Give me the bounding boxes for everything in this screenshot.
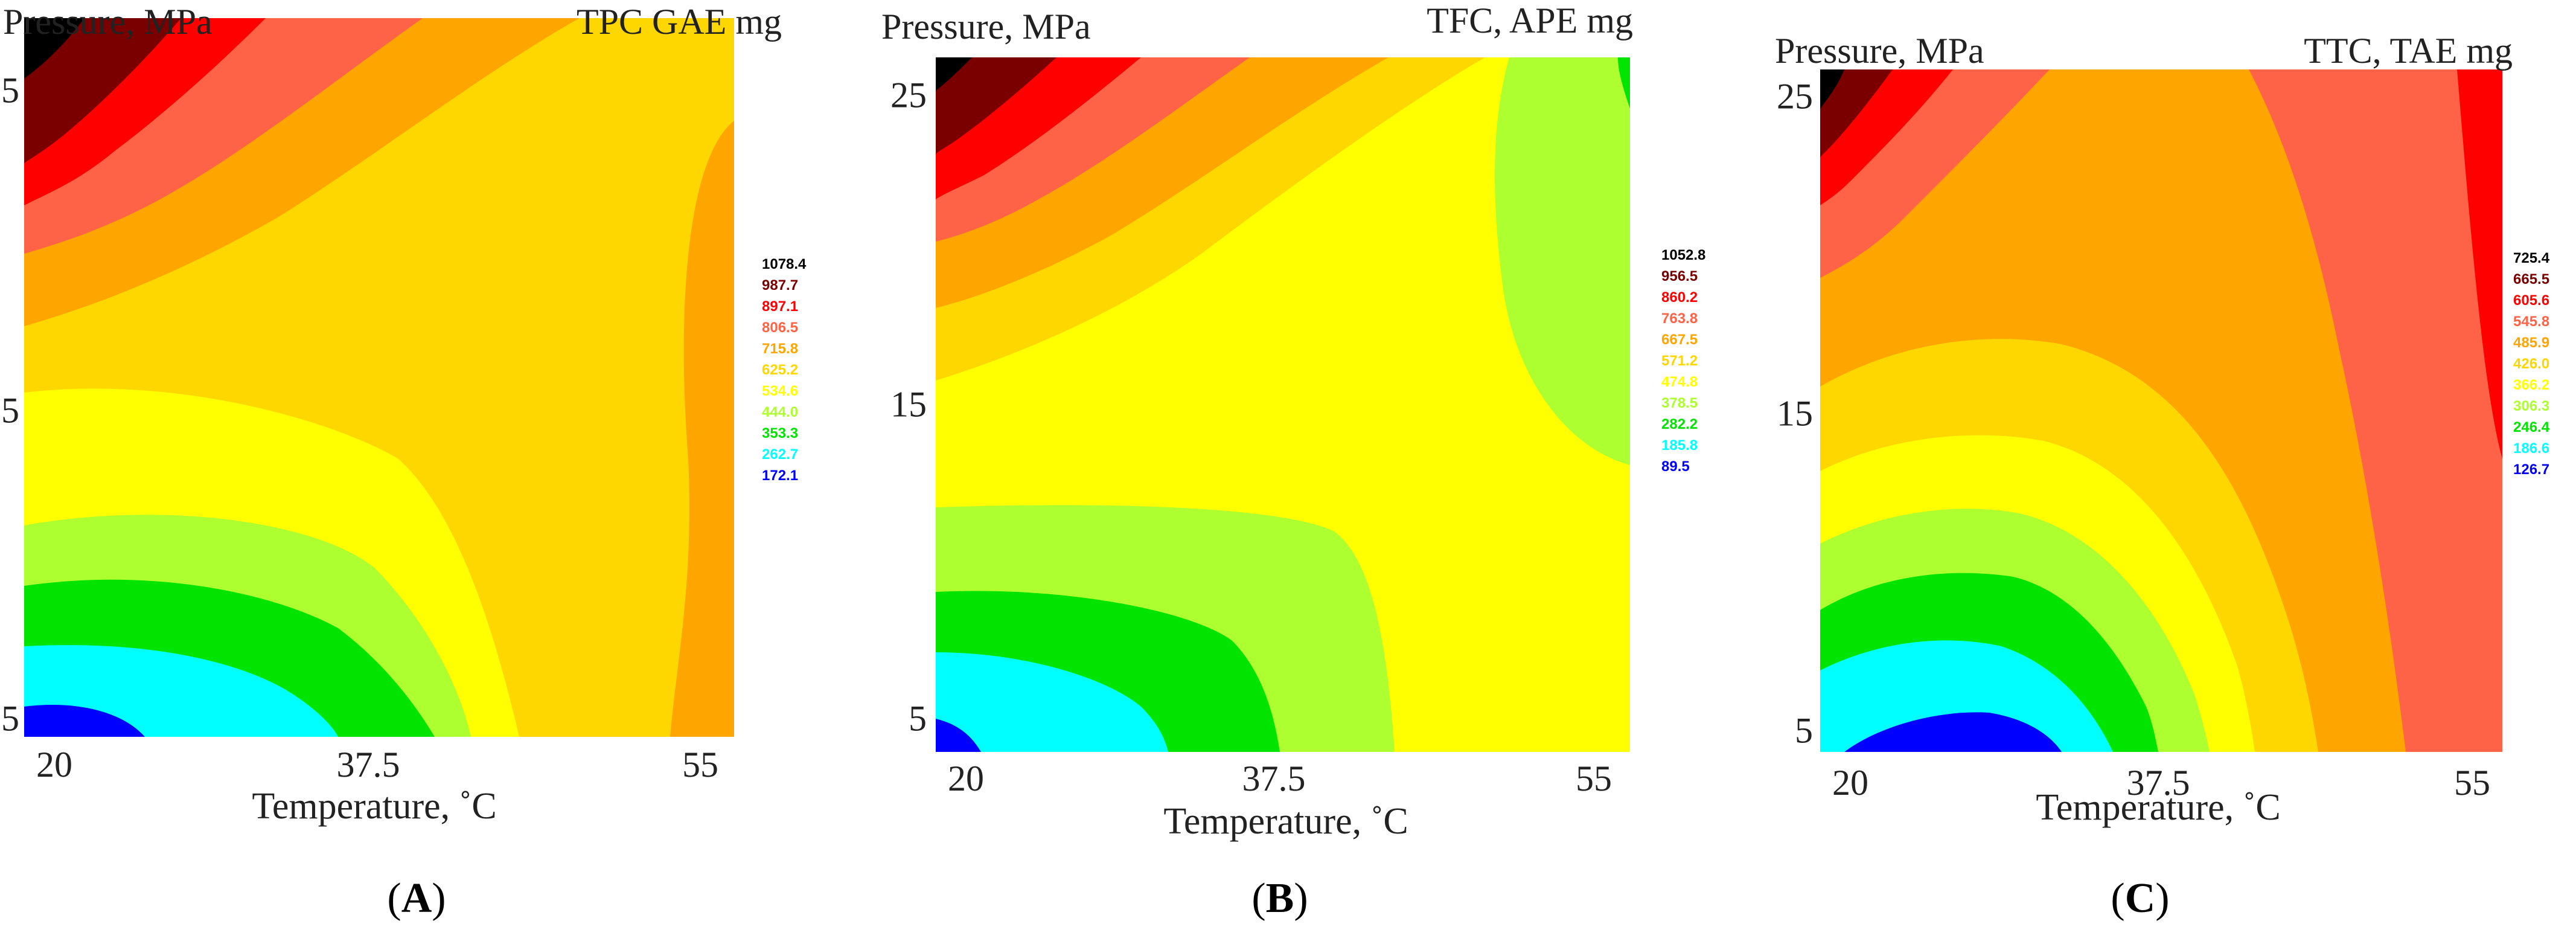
- y-tick-label: 15: [890, 384, 927, 425]
- contour-region: [936, 652, 1168, 752]
- chart-title: TTC, TAE mg: [2304, 31, 2513, 71]
- x-tick-label: 20: [36, 745, 72, 785]
- legend-level-label: 474.8: [1661, 374, 1698, 390]
- contour-plot-b: [936, 57, 1630, 752]
- contour-region: [1618, 57, 1630, 109]
- legend-level-label: 186.6: [2513, 440, 2550, 457]
- y-tick-label: 15: [1777, 393, 1813, 434]
- contour-legend: 1052.8 956.5 860.2 763.8 667.5 571.2 474.8 378.…: [1661, 245, 1705, 477]
- legend-level-label: 126.7: [2513, 461, 2550, 478]
- x-tick-label: 37.5: [2126, 763, 2190, 803]
- legend-level-label: 444.0: [762, 404, 799, 420]
- legend-level-label: 353.3: [762, 425, 799, 441]
- legend-level-label: 665.5: [2513, 271, 2550, 287]
- contour-panel-c: Pressure, MPa TTC, TAE mg 25 15 5 20 37.…: [1724, 0, 2576, 947]
- panel-label-letter: B: [1265, 875, 1294, 922]
- x-axis-label: Temperature, ˚C: [2036, 787, 2281, 828]
- legend-level-label: 172.1: [762, 467, 799, 484]
- legend-level-label: 1052.8: [1661, 247, 1706, 263]
- contour-region: [936, 57, 972, 91]
- legend-level-label: 366.2: [2513, 377, 2550, 393]
- contour-legend: 1078.4 987.7 897.1 806.5 715.8 625.2 534.6 444.…: [762, 254, 806, 486]
- y-tick-label: 25: [1777, 76, 1813, 117]
- legend-level-label: 426.0: [2513, 356, 2550, 372]
- contour-region: [936, 719, 981, 752]
- legend-level-label: 262.7: [762, 446, 799, 463]
- contour-legend: 725.4 665.5 605.6 545.8 485.9 426.0 366.2 306.3…: [2513, 248, 2549, 480]
- legend-level-label: 89.5: [1661, 458, 1690, 475]
- x-tick-label: 37.5: [1242, 759, 1306, 798]
- legend-level-label: 667.5: [1661, 332, 1698, 348]
- legend-level-label: 571.2: [1661, 353, 1698, 369]
- x-axis-label: Temperature, ˚C: [1163, 801, 1408, 842]
- legend-level-label: 715.8: [762, 341, 799, 357]
- legend-level-label: 806.5: [762, 319, 799, 336]
- legend-level-label: 956.5: [1661, 268, 1698, 284]
- legend-level-label: 185.8: [1661, 437, 1698, 454]
- y-tick-label: 25: [890, 75, 927, 115]
- contour-region: [24, 18, 181, 163]
- legend-level-label: 763.8: [1661, 310, 1698, 327]
- legend-level-label: 246.4: [2513, 419, 2550, 435]
- contour-fill-a: [24, 18, 734, 737]
- chart-title: TFC, APE mg: [1427, 1, 1633, 40]
- legend-level-label: 725.4: [2513, 250, 2550, 266]
- contour-panel-a: Pressure, MPa TPC GAE mg 25 15 5 20 37.5…: [0, 0, 857, 947]
- x-axis-label: Temperature, ˚C: [252, 786, 497, 827]
- y-axis-label: Pressure, MPa: [1775, 31, 1984, 71]
- legend-level-label: 545.8: [2513, 313, 2550, 330]
- legend-level-label: 625.2: [762, 362, 799, 378]
- legend-level-label: 306.3: [2513, 398, 2550, 414]
- y-tick-label: 5: [1, 698, 19, 739]
- panel-label-letter: A: [401, 875, 432, 922]
- legend-level-label: 534.6: [762, 383, 799, 399]
- y-axis-label: Pressure, MPa: [881, 7, 1091, 47]
- legend-level-label: 897.1: [762, 298, 799, 315]
- contour-panel-b: Pressure, MPa TFC, APE mg 25 15 5 20 37.…: [863, 0, 1721, 947]
- legend-level-label: 378.5: [1661, 395, 1698, 411]
- legend-level-label: 485.9: [2513, 335, 2550, 351]
- panel-label: (A): [387, 875, 446, 922]
- x-tick-label: 55: [2454, 763, 2490, 803]
- x-tick-label: 20: [1832, 763, 1868, 803]
- contour-fill-b: [936, 57, 1630, 752]
- y-axis-label: Pressure, MPa: [3, 2, 213, 42]
- contour-region: [2249, 69, 2502, 752]
- chart-title: TPC GAE mg: [576, 2, 782, 42]
- contour-region: [1419, 57, 1630, 465]
- y-tick-label: 5: [1795, 710, 1813, 751]
- contour-region: [1820, 69, 1893, 157]
- panel-label-letter: C: [2124, 875, 2156, 922]
- panel-label: (B): [1251, 875, 1308, 922]
- legend-level-label: 1078.4: [762, 256, 807, 272]
- panel-label: (C): [2111, 875, 2170, 922]
- contour-region: [1820, 69, 1844, 109]
- legend-level-label: 605.6: [2513, 292, 2550, 309]
- contour-region: [936, 57, 1056, 154]
- x-tick-label: 55: [682, 745, 718, 785]
- y-tick-label: 25: [0, 70, 19, 111]
- legend-level-label: 282.2: [1661, 416, 1698, 432]
- contour-fill-c: [1820, 69, 2502, 752]
- contour-region: [2457, 69, 2502, 459]
- contour-plot-c: [1820, 69, 2502, 752]
- x-tick-label: 37.5: [336, 745, 400, 785]
- y-tick-label: 5: [909, 698, 927, 739]
- contour-region: [24, 705, 145, 737]
- contour-plot-a: [24, 18, 734, 737]
- legend-level-label: 860.2: [1661, 289, 1698, 306]
- x-tick-label: 55: [1576, 759, 1612, 798]
- x-tick-label: 20: [948, 759, 984, 798]
- contour-region: [1820, 640, 2113, 752]
- contour-region: [670, 121, 734, 737]
- contour-region: [24, 18, 85, 79]
- contour-region: [1844, 712, 2062, 752]
- legend-level-label: 987.7: [762, 277, 799, 294]
- y-tick-label: 15: [0, 390, 19, 431]
